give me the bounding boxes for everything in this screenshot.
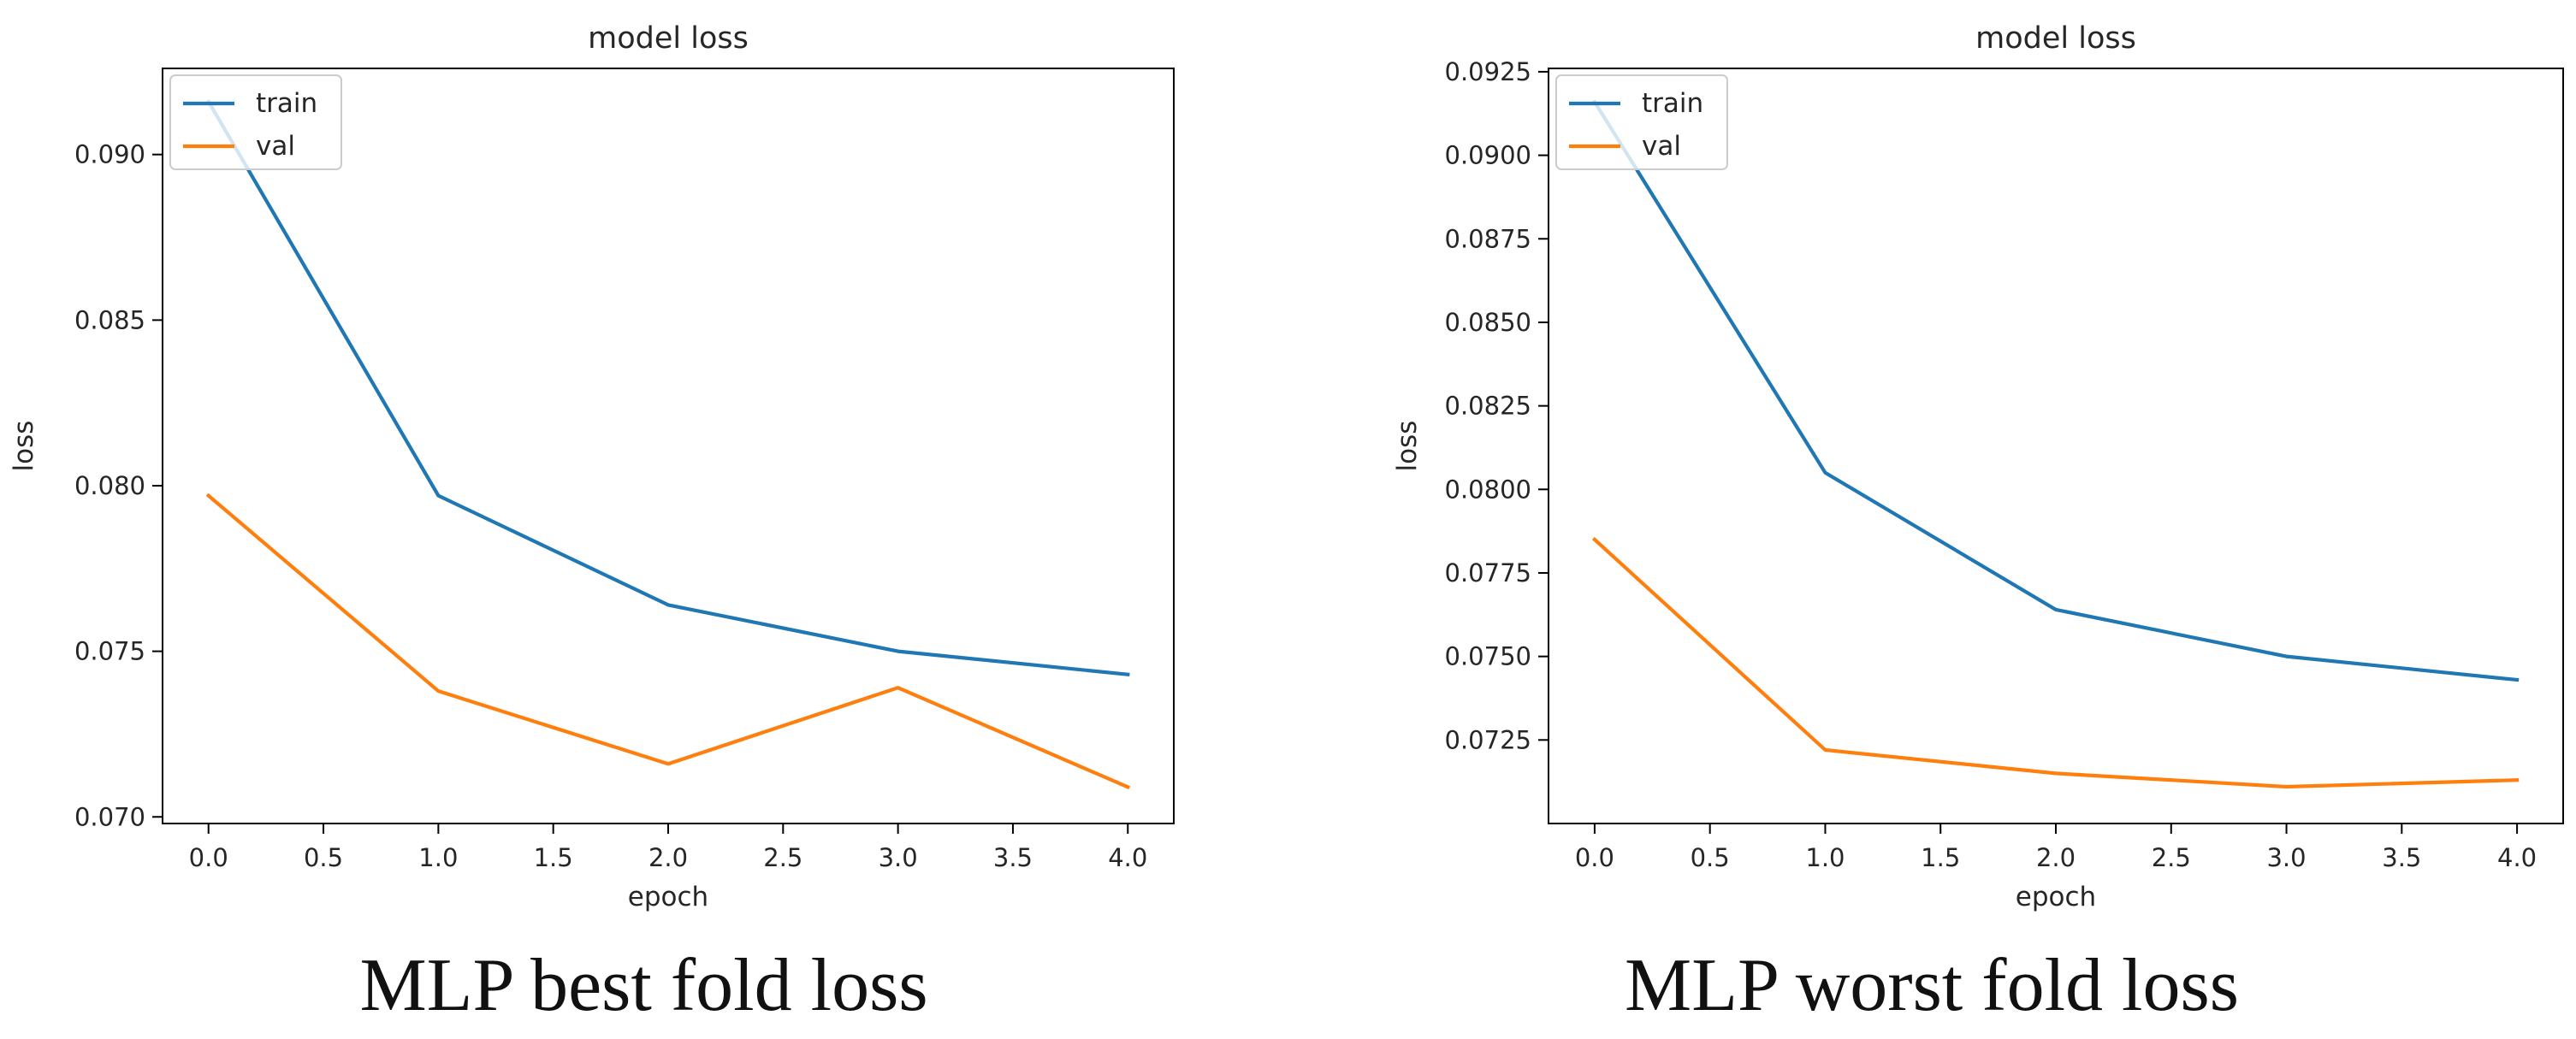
y-axis-label: loss [1392,421,1423,472]
x-axis-label: epoch [628,882,708,912]
legend-label-val: val [256,131,295,162]
x-tick-label: 2.0 [2036,843,2076,872]
series-line-val [1591,536,2520,789]
y-tick-label: 0.0900 [1445,141,1531,170]
plot-frame [162,68,1175,824]
y-tick-label: 0.0775 [1445,558,1531,587]
x-tick-label: 2.0 [648,843,688,872]
y-tick-label: 0.0800 [1445,475,1531,504]
y-tick-label: 0.0850 [1445,308,1531,337]
legend-label-val: val [1642,131,1681,162]
y-tick-label: 0.085 [74,305,145,334]
x-tick-label: 3.5 [993,843,1033,872]
chart-panel-best-fold: model loss 0.0 0.5 1.0 1.5 2.0 2.5 3.0 3.5 4.0 0.0… [9,21,1175,1027]
x-tick-label: 1.0 [418,843,458,872]
caption-best-fold: MLP best fold loss [359,944,928,1027]
series-line-train [205,98,1130,677]
y-axis-label: loss [9,421,39,472]
x-tick-label: 4.0 [2497,843,2537,872]
x-tick-label: 3.0 [879,843,918,872]
x-tick-label: 3.5 [2382,843,2421,872]
x-tick-label: 1.0 [1805,843,1845,872]
y-tick-label: 0.0750 [1445,642,1531,671]
y-tick-label: 0.070 [74,802,145,831]
x-tick-label: 0.5 [1691,843,1730,872]
y-tick-label: 0.0925 [1445,57,1531,86]
x-tick-label: 0.5 [304,843,343,872]
x-tick-label: 2.5 [2152,843,2191,872]
x-tick-label: 1.5 [534,843,573,872]
series-line-train [1592,99,2520,682]
x-tick-label: 1.5 [1921,843,1960,872]
chart-title: model loss [1975,21,2136,56]
plot-frame [1548,68,2564,824]
legend: train val [169,74,342,170]
x-tick-label: 2.5 [763,843,802,872]
legend-label-train: train [256,88,317,119]
y-tick-label: 0.080 [74,471,145,500]
legend: train val [1555,74,1728,170]
y-tick-label: 0.075 [74,637,145,666]
caption-worst-fold: MLP worst fold loss [1625,944,2239,1027]
y-tick-label: 0.0875 [1445,224,1531,253]
x-axis-label: epoch [2016,882,2096,912]
y-tick-label: 0.0725 [1445,725,1531,754]
x-tick-label: 0.0 [1575,843,1614,872]
x-tick-label: 3.0 [2266,843,2306,872]
chart-worst-fold: model loss 0.0 0.5 1.0 1.5 2.0 2.5 3.0 3.5 4.0 0.0… [1392,21,2564,912]
y-tick-label: 0.090 [74,140,145,169]
x-tick-label: 4.0 [1108,843,1147,872]
x-tick-label: 0.0 [189,843,228,872]
chart-title: model loss [588,21,749,56]
chart-panel-worst-fold: model loss 0.0 0.5 1.0 1.5 2.0 2.5 3.0 3.5 4.0 0.0… [1288,0,2576,1039]
series-line-val [205,493,1131,790]
chart-best-fold: model loss 0.0 0.5 1.0 1.5 2.0 2.5 3.0 3.5 4.0 0.0… [9,21,1175,912]
y-tick-label: 0.0825 [1445,392,1531,421]
legend-label-train: train [1642,88,1703,119]
